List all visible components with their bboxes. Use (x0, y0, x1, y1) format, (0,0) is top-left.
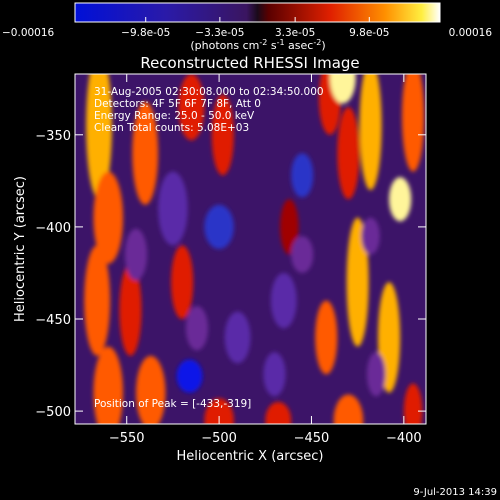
image-blob (366, 352, 386, 397)
plot-frame (74, 73, 427, 425)
chart-title: Reconstructed RHESSI Image (140, 54, 359, 72)
annotation-energy: Energy Range: 25.0 - 50.0 keV (94, 110, 255, 122)
colorbar-tick-labels: −0.00016 −9.8e-05 −3.3e-05 3.3e-05 9.8e-05 0.… (2, 27, 492, 39)
colorbar-tick-label: 3.3e-05 (275, 27, 315, 39)
y-tick-labels: −500 −450 −400 −350 (35, 129, 71, 420)
image-blob (119, 263, 142, 356)
image-blob (84, 245, 111, 356)
image-blob (291, 236, 314, 273)
image-blob (204, 398, 234, 424)
image-blob (280, 199, 299, 255)
image-blob (359, 74, 382, 191)
axis-ticks (75, 74, 426, 424)
x-axis-label: Heliocentric X (arcsec) (177, 449, 324, 464)
x-tick-label: −500 (201, 431, 237, 446)
y-tick-label: −500 (35, 405, 71, 420)
image-blob (135, 355, 166, 424)
image-blob (124, 228, 148, 281)
y-axis-label: Heliocentric Y (arcsec) (13, 176, 28, 322)
colorbar-tick-label: −3.3e-05 (195, 27, 244, 39)
x-tick-label: −400 (386, 431, 422, 446)
y-tick-label: −450 (35, 313, 71, 328)
image-blob (333, 394, 364, 424)
image-blob (204, 204, 234, 249)
image-blob (389, 177, 412, 222)
image-blob (291, 153, 314, 198)
image-blob (86, 74, 112, 200)
colorbar (74, 2, 441, 23)
image-blob (158, 171, 188, 246)
image-blob (132, 101, 159, 205)
annotation-block: 31-Aug-2005 02:30:08.000 to 02:34:50.000… (94, 86, 324, 134)
image-blob (185, 306, 209, 351)
annotation-time: 31-Aug-2005 02:30:08.000 to 02:34:50.000 (94, 86, 324, 98)
image-blob (329, 74, 356, 104)
footer-date: 9-Jul-2013 14:39 (413, 487, 497, 498)
image-blob (211, 94, 234, 176)
colorbar-tick-label: −9.8e-05 (121, 27, 170, 39)
colorbar-units: (photons cm-2 s-1 asec-2) (190, 38, 325, 52)
image-blob (401, 74, 425, 172)
x-tick-label: −450 (294, 431, 330, 446)
image-blobs (84, 74, 425, 424)
image-blob (265, 401, 292, 424)
x-tick-labels: −550 −500 −450 −400 (109, 431, 422, 446)
image-blob (403, 383, 423, 424)
peak-position-label: Position of Peak = [-433,-319] (94, 398, 251, 410)
x-tick-label: −550 (109, 431, 145, 446)
image-blob (346, 217, 369, 347)
annotation-counts: Clean Total counts: 5.08E+03 (94, 122, 249, 134)
image-blob (224, 311, 251, 364)
image-blob (263, 352, 286, 397)
plot-area (75, 74, 426, 424)
image-blob (93, 171, 124, 264)
image-blob (178, 74, 205, 141)
y-tick-label: −350 (35, 129, 71, 144)
image-blob (270, 272, 297, 329)
image-blob (361, 217, 380, 255)
colorbar-tick-label: −0.00016 (2, 27, 55, 39)
image-blob (176, 359, 203, 393)
image-blob (93, 346, 124, 424)
annotation-detectors: Detectors: 4F 5F 6F 7F 8F, Att 0 (94, 98, 261, 110)
image-blob (315, 300, 338, 375)
image-blob (171, 245, 194, 319)
colorbar-ticks (74, 17, 441, 22)
colorbar-tick-label: 0.00016 (449, 27, 493, 39)
image-blob (337, 107, 360, 200)
y-tick-label: −400 (35, 221, 71, 236)
colorbar-tick-label: 9.8e-05 (349, 27, 389, 39)
